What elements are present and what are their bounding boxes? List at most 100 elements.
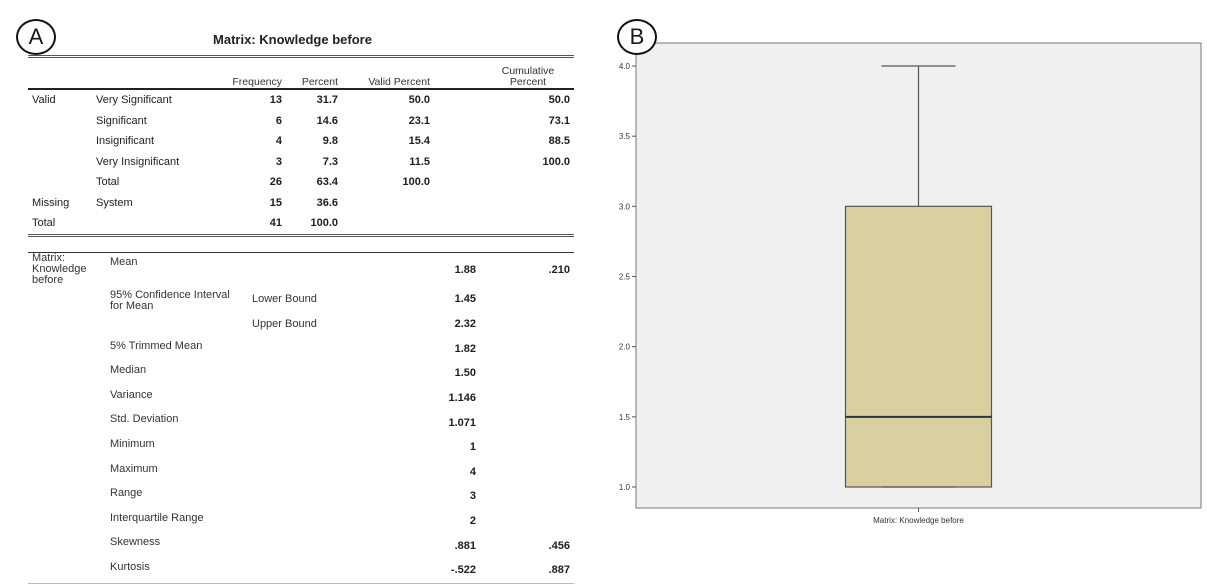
- frequency-row: Missing System 15 36.6: [28, 193, 574, 214]
- descriptive-statistic: 3: [469, 490, 476, 503]
- descriptive-sub-label: [248, 533, 418, 558]
- descriptive-stat-label: Variance: [110, 388, 153, 401]
- frequency-cell-frequency: 3: [275, 155, 282, 168]
- frequency-cell-valid-percent: [342, 213, 434, 237]
- frequency-table-title: Matrix: Knowledge before: [213, 32, 372, 47]
- descriptive-row: Range 3: [28, 484, 574, 509]
- y-tick-label: 2.0: [619, 343, 631, 352]
- header-percent: Percent: [286, 58, 342, 90]
- descriptive-std-error: .887: [480, 557, 574, 584]
- descriptives-variable-spacer: [28, 484, 106, 509]
- descriptive-sub-label: [248, 252, 418, 286]
- frequency-cell-percent: 100.0: [286, 213, 342, 237]
- frequency-cell-label: Insignificant: [96, 135, 155, 148]
- x-axis-label: Matrix: Knowledge before: [873, 516, 964, 525]
- descriptive-statistic: 1.82: [454, 342, 476, 355]
- descriptive-sub-label: Lower Bound: [252, 293, 317, 305]
- descriptive-std-error: [480, 410, 574, 435]
- descriptive-statistic: 1.071: [448, 416, 476, 429]
- frequency-cell-cumulative: 100.0: [542, 155, 570, 168]
- descriptives-variable-spacer: [28, 533, 106, 558]
- frequency-row: Very Insignificant 3 7.3 11.5 100.0: [28, 152, 574, 173]
- panel-b-boxplot: 1.0 1.5 2.0 2.5 3.0 3.5 4.0 Matrix: Knowledge b…: [600, 0, 1207, 529]
- descriptive-sub-label: Upper Bound: [252, 318, 317, 331]
- frequency-cell-valid-percent: 100.0: [402, 176, 430, 189]
- frequency-cell-label: Total: [96, 176, 120, 189]
- descriptive-row: Upper Bound 2.32: [28, 312, 574, 337]
- descriptives-variable-spacer: [28, 386, 106, 411]
- descriptive-stat-label: Maximum: [110, 462, 158, 475]
- frequency-cell-label: Very Insignificant: [96, 155, 180, 168]
- frequency-cell-group: Missing: [32, 196, 70, 209]
- descriptives-variable-spacer: [28, 435, 106, 460]
- descriptives-variable-spacer: [28, 312, 106, 337]
- descriptive-statistic: 1.88: [418, 252, 480, 286]
- frequency-cell-valid-percent: [342, 193, 434, 214]
- frequency-cell-label: [92, 213, 216, 237]
- descriptive-row: Std. Deviation 1.071: [28, 410, 574, 435]
- descriptive-sub-label: [248, 557, 418, 584]
- frequency-cell-cumulative: 50.0: [548, 94, 570, 107]
- descriptive-sub-label: [248, 460, 418, 485]
- descriptive-stat-label: 5% Trimmed Mean: [110, 339, 203, 352]
- descriptives-variable-spacer: [28, 557, 106, 584]
- descriptive-row: Minimum 1: [28, 435, 574, 460]
- iqr-box: [844, 205, 993, 488]
- descriptive-row: Matrix: Knowledge before Mean 1.88.210: [28, 252, 574, 286]
- frequency-cell-group: [28, 152, 92, 173]
- frequency-cell-valid-percent: 11.5: [409, 155, 430, 168]
- descriptive-stat-label: Std. Deviation: [110, 413, 179, 426]
- descriptives-variable-spacer: [28, 509, 106, 534]
- frequency-cell-cumulative: [434, 193, 574, 214]
- descriptive-statistic: 1.45: [454, 293, 476, 305]
- y-tick-label: 3.5: [619, 132, 631, 141]
- descriptive-statistic: .881: [454, 539, 476, 552]
- descriptive-sub-label: [248, 484, 418, 509]
- descriptive-stat-label: Minimum: [110, 437, 155, 450]
- y-tick-label: 1.5: [619, 413, 631, 422]
- descriptive-stat-label: Mean: [106, 252, 248, 286]
- descriptive-row: Skewness .881 .456: [28, 533, 574, 558]
- frequency-row: Insignificant 4 9.8 15.4 88.5: [28, 131, 574, 152]
- frequency-cell-frequency: 26: [269, 176, 282, 189]
- frequency-cell-cumulative: [434, 172, 574, 193]
- descriptive-std-error: [480, 435, 574, 460]
- panel-b-badge: B: [617, 19, 657, 55]
- frequency-cell-group: Total: [28, 213, 92, 237]
- y-tick-label: 1.0: [619, 483, 631, 492]
- descriptive-std-error: [480, 312, 574, 337]
- frequency-cell-cumulative: [434, 213, 574, 237]
- descriptive-row: Variance 1.146: [28, 386, 574, 411]
- boxplot-chart: 1.0 1.5 2.0 2.5 3.0 3.5 4.0 Matrix: Knowledge b…: [619, 42, 1202, 525]
- frequency-cell-label: Very Significant: [96, 94, 172, 107]
- frequency-cell-valid-percent: 50.0: [408, 94, 430, 107]
- descriptive-std-error: [480, 386, 574, 411]
- frequency-cell-percent: 63.4: [316, 176, 338, 189]
- frequency-cell-valid-percent: 23.1: [408, 114, 430, 127]
- descriptive-std-error: [480, 361, 574, 386]
- descriptive-std-error: [480, 337, 574, 362]
- frequency-cell-group: [28, 111, 92, 132]
- frequency-cell-group: [28, 131, 92, 152]
- descriptives-table: Matrix: Knowledge before Mean 1.88.210 95% …: [28, 252, 574, 584]
- descriptive-row: 5% Trimmed Mean 1.82: [28, 337, 574, 362]
- y-tick-label: 2.5: [619, 273, 631, 282]
- frequency-cell-frequency: 13: [269, 94, 282, 107]
- descriptive-std-error: [480, 509, 574, 534]
- descriptive-sub-label: [248, 435, 418, 460]
- header-valid-percent: Valid Percent: [342, 58, 434, 90]
- descriptive-statistic: 1.146: [448, 392, 476, 405]
- descriptive-std-error: [480, 286, 574, 312]
- frequency-cell-group: [28, 172, 92, 193]
- descriptive-stat-label: 95% Confidence Interval for Mean: [110, 289, 230, 312]
- descriptive-std-error: .210: [480, 252, 574, 286]
- descriptive-sub-label: [248, 410, 418, 435]
- descriptive-statistic: 1.50: [454, 367, 476, 380]
- descriptive-std-error: .456: [548, 539, 570, 552]
- descriptive-stat-label: Kurtosis: [106, 557, 248, 584]
- y-tick-label: 4.0: [619, 62, 631, 71]
- descriptive-stat-label: Median: [110, 364, 147, 377]
- frequency-cell-cumulative: 73.1: [548, 114, 570, 127]
- panel-a-tables: Matrix: Knowledge before Frequency Perce…: [0, 0, 590, 584]
- descriptive-row: Maximum 4: [28, 460, 574, 485]
